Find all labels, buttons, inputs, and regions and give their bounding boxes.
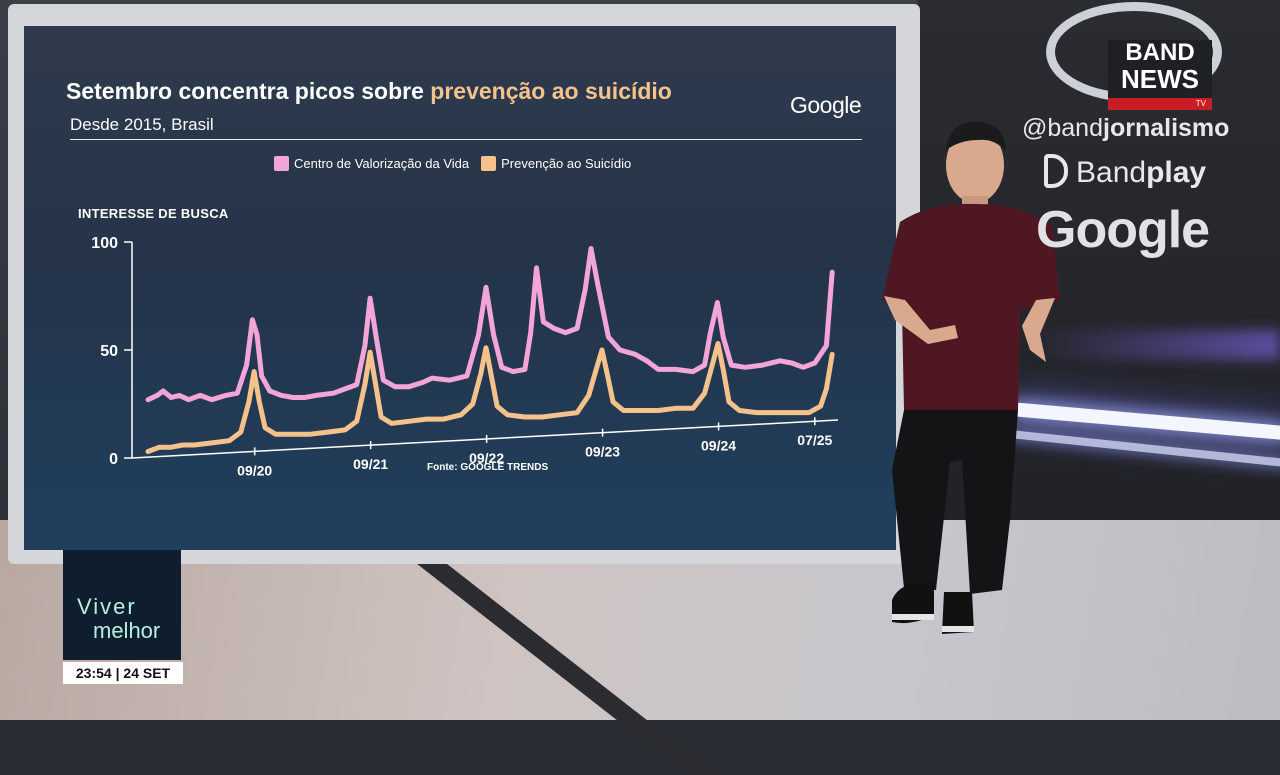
legend-item-prevencao: Prevenção ao Suicídio xyxy=(481,156,631,171)
y-axis-label: INTERESSE DE BUSCA xyxy=(78,206,229,221)
clock-time: 23:54 xyxy=(75,665,112,681)
series-line-cvv xyxy=(145,246,835,403)
chart-title: Setembro concentra picos sobre prevenção… xyxy=(66,78,672,104)
clock-date-bar: 23:54 | 24 SET xyxy=(63,662,183,684)
x-axis-line xyxy=(131,419,839,459)
band-logo-word-band: BAND xyxy=(1125,39,1195,66)
legend-swatch-cvv xyxy=(274,156,289,171)
google-sponsor-logo: Google xyxy=(1036,201,1210,259)
x-tick-label: 09/24 xyxy=(701,437,736,453)
program-badge: Viver melhor xyxy=(63,550,181,660)
legend-swatch-prevencao xyxy=(481,156,497,171)
y-tick-label: 50 xyxy=(100,343,118,360)
chart-legend: Centro de Valorização da Vida Prevenção … xyxy=(274,156,637,171)
x-tick-label: 09/22 xyxy=(469,450,504,466)
program-name-line2: melhor xyxy=(93,618,161,643)
band-logo-tv-bar: TV xyxy=(1108,98,1212,110)
band-logo-word-news: NEWS xyxy=(1121,64,1199,94)
program-name-line1: Viver xyxy=(77,594,137,619)
x-tick-label: 07/25 xyxy=(797,432,832,448)
video-wall-screen: Setembro concentra picos sobre prevenção… xyxy=(24,26,896,550)
line-chart: 100 50 0 09/20 09/21 09/22 09/23 09/24 07/25 xyxy=(91,235,839,478)
google-logo: Google xyxy=(790,92,862,118)
chart-source: Fonte: GOOGLE TRENDS xyxy=(427,462,549,473)
social-handle: @bandjornalismo xyxy=(1022,114,1230,142)
y-tick-label: 100 xyxy=(91,235,118,252)
chart-title-highlight: prevenção ao suicídio xyxy=(430,78,672,104)
presenter xyxy=(882,121,1060,634)
legend-label-cvv: Centro de Valorização da Vida xyxy=(294,156,470,171)
legend-item-cvv: Centro de Valorização da Vida xyxy=(274,156,469,171)
legend-label-prevencao: Prevenção ao Suicídio xyxy=(501,156,632,171)
x-tick-label: 09/23 xyxy=(585,444,620,460)
studio-purple-light xyxy=(1030,330,1280,360)
x-tick-label: 09/20 xyxy=(237,462,272,478)
title-divider xyxy=(70,139,862,140)
band-news-logo: BAND NEWS TV xyxy=(1108,40,1212,110)
series-line-prevencao xyxy=(145,341,835,454)
y-tick-label: 0 xyxy=(109,451,118,468)
bandplay-logo: Bandplay xyxy=(1076,156,1207,189)
bandplay-icon xyxy=(1044,154,1068,188)
chart-subtitle: Desde 2015, Brasil xyxy=(70,115,214,134)
clock-date: 24 SET xyxy=(123,665,171,681)
presenter-figure xyxy=(882,121,1060,634)
x-tick-label: 09/21 xyxy=(353,456,388,472)
